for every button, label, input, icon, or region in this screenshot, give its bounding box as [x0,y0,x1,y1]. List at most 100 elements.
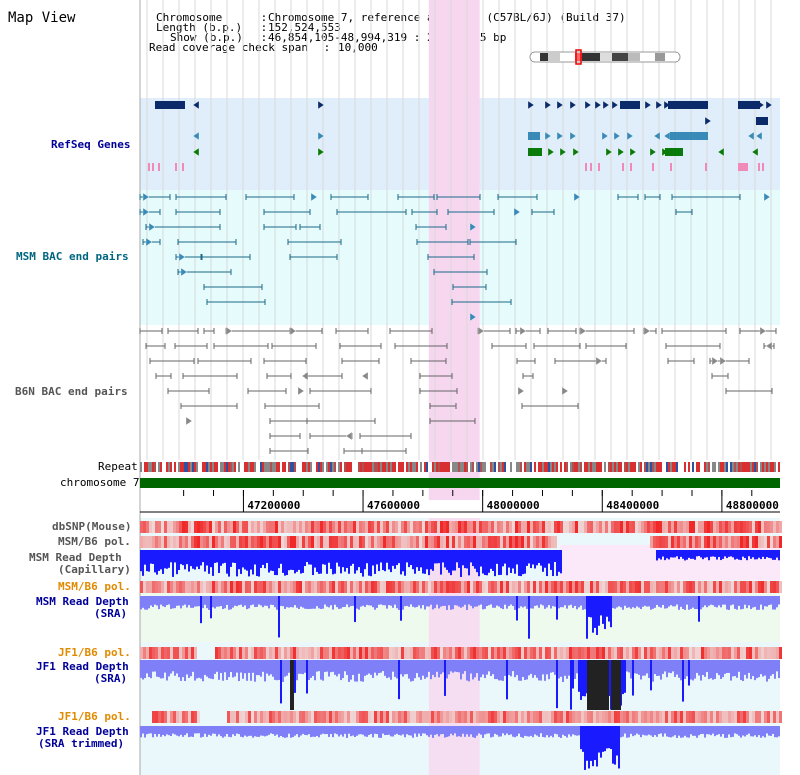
repeat-element [734,462,736,472]
gene-arrow [717,147,725,157]
jf1-sra-depth [270,660,272,675]
msm-b6-pol-2-density [260,581,263,593]
b6n-bac-end [361,371,369,381]
repeat-element [142,462,144,472]
jf1-trim-depth [366,726,368,737]
msm-sra-depth [468,596,470,605]
msm-b6-pol-2-label[interactable]: MSM/B6 pol. [58,580,131,593]
dbsnp-density [182,521,185,533]
jf1-trim-depth [660,726,662,734]
msm-b6-pol-2-density [422,581,425,593]
repeat-element [644,462,646,472]
jf1-trim-depth-peak [580,726,582,750]
msm-sra-depth [700,596,702,610]
dbsnp-density [212,521,215,533]
msm-capillary-depth [762,550,764,557]
msm-sra-depth [776,596,778,608]
jf1-b6-pol-2-density [491,711,494,723]
jf1-b6-pol-label[interactable]: JF1/B6 pol. [58,646,131,659]
jf1-b6-pol-2-density [152,711,155,723]
jf1-b6-pol-2-density [338,711,341,723]
repeat-element [676,462,678,472]
msm-sra-depth [292,596,294,608]
repeat-element [524,462,526,472]
msm-read-capillary-sub: (Capillary) [58,563,131,576]
msm-read-sra-label[interactable]: MSM Read Depth [36,595,129,608]
repeat-element [726,462,728,472]
msm-read-capillary-label[interactable]: MSM Read Depth [29,551,122,564]
msm-b6-pol-2-density [527,581,530,593]
msm-sra-depth [462,596,464,607]
jf1-trim-depth [658,726,660,735]
dbsnp-density [758,521,761,533]
msm-capillary-depth [536,550,538,566]
dbsnp-density [458,521,461,533]
msm-capillary-depth [490,550,492,569]
jf1-read-trim-label[interactable]: JF1 Read Depth [36,725,129,738]
jf1-b6-pol-density [176,647,179,659]
gene-arrow [145,237,153,247]
repeat-element [266,462,268,472]
msm-b6-pol-density [185,536,188,548]
msm-sra-depth [662,596,664,605]
jf1-read-sra-label[interactable]: JF1 Read Depth [36,660,129,673]
msm-b6-pol-2-density [692,581,695,593]
jf1-trim-depth [194,726,196,734]
jf1-sra-depth [554,660,556,675]
msm-b6-pol-2-density [620,581,623,593]
repeat-element [360,462,362,472]
repeat-element [162,462,164,472]
msm-b6-pol-density [554,536,557,548]
msm-capillary-depth [448,550,450,573]
jf1-trim-depth [438,726,440,737]
b6n-bac-track-label[interactable]: B6N BAC end pairs [15,385,128,398]
repeat-element [702,462,704,472]
refseq-track-label[interactable]: RefSeq Genes [51,138,131,151]
msm-capillary-depth [730,550,732,557]
msm-capillary-depth [452,550,454,571]
dbsnp-density [443,521,446,533]
jf1-b6-pol-2-density [716,711,719,723]
repeat-element [530,462,532,472]
dbsnp-track-label[interactable]: dbSNP(Mouse) [52,520,132,533]
dbsnp-density [305,521,308,533]
dbsnp-density [743,521,746,533]
repeat-element [778,462,780,472]
msm-b6-pol-track-label[interactable]: MSM/B6 pol. [58,535,131,548]
jf1-sra-depth [332,660,334,672]
repeat-element [318,462,320,472]
msm-capillary-depth [720,550,722,561]
ideogram-band [600,53,612,61]
repeat-element [724,462,726,472]
jf1-sra-depth [402,660,404,677]
msm-sra-depth [370,596,372,606]
jf1-b6-pol-2-density [521,711,524,723]
msm-b6-pol-density [170,536,173,548]
msm-sra-depth [520,596,522,607]
jf1-sra-depth [258,660,260,676]
msm-sra-depth [430,596,432,605]
jf1-trim-depth [258,726,260,737]
msm-sra-depth [384,596,386,606]
msm-capillary-depth [690,550,692,559]
jf1-b6-pol-density [275,647,278,659]
jf1-trim-depth [484,726,486,735]
msm-sra-depth [242,596,244,607]
msm-b6-pol-density [779,536,782,548]
msm-bac-track-label[interactable]: MSM BAC end pairs [16,250,129,263]
jf1-b6-pol-2-label[interactable]: JF1/B6 pol. [58,710,131,723]
jf1-trim-depth [206,726,208,737]
dbsnp-density [431,521,434,533]
jf1-b6-pol-density [398,647,401,659]
jf1-sra-depth [184,660,186,681]
jf1-trim-depth [764,726,766,738]
jf1-b6-pol-2-density [668,711,671,723]
repeat-element [362,462,364,472]
repeat-element [298,462,300,472]
repeat-element [742,462,744,472]
msm-sra-depth [632,596,634,608]
msm-b6-pol-2-density [707,581,710,593]
msm-capillary-depth [370,550,372,577]
jf1-trim-depth [538,726,540,737]
